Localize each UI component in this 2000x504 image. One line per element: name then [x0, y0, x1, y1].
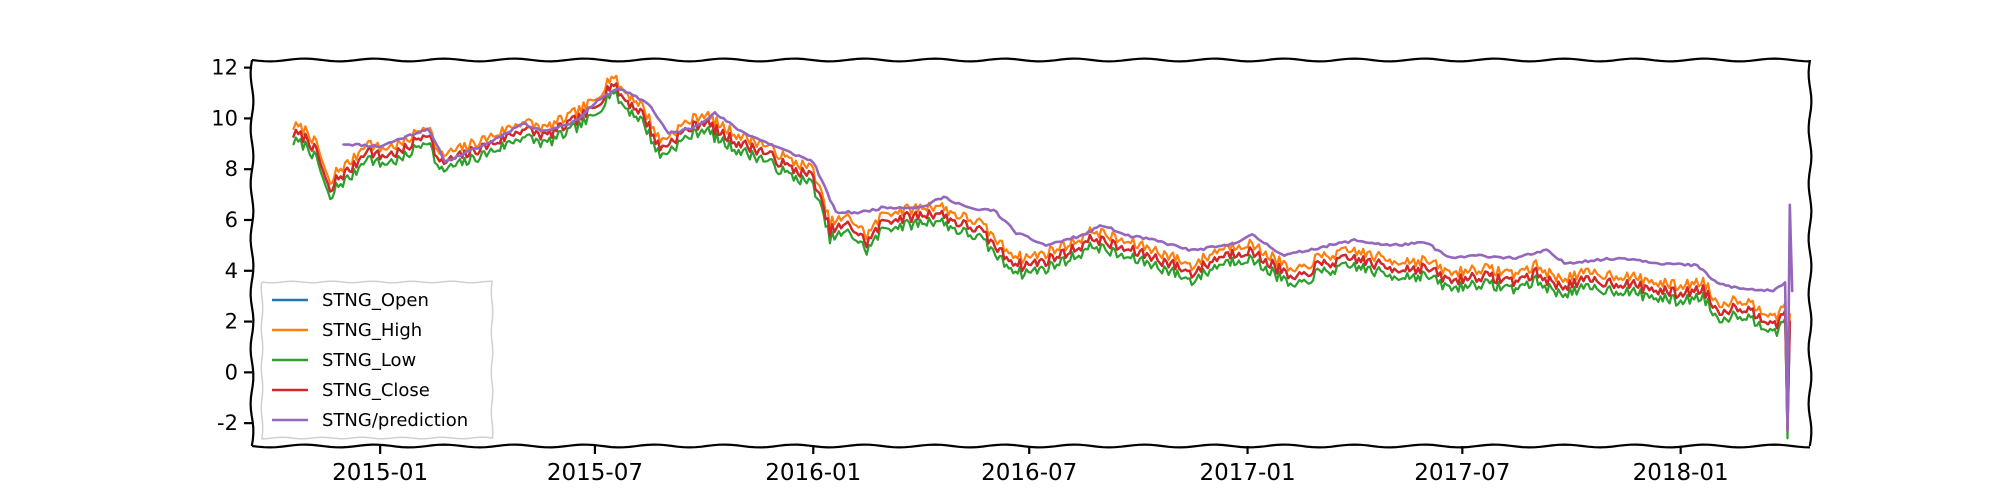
- series-line-stng-prediction: [342, 87, 1794, 432]
- x-axis: 2015-01 2015-07 2016-01 2016-07 2017-01 2017-…: [332, 446, 1729, 486]
- legend-label: STNG/prediction: [322, 410, 468, 431]
- spine-right: [1807, 59, 1813, 447]
- legend-box: [260, 280, 494, 440]
- x-tick-label: 2017-01: [1199, 460, 1295, 486]
- y-tick-label: 12: [211, 56, 238, 80]
- series-line-stng-close: [292, 82, 1791, 432]
- y-tick-label: -2: [217, 411, 238, 435]
- y-tick-label: 0: [225, 360, 238, 384]
- legend-label: STNG_Open: [322, 290, 429, 311]
- y-axis: 12 10 8 6 4 2 0 -2: [211, 56, 252, 435]
- legend: STNG_Open STNG_High STNG_Low STNG_Close STNG…: [260, 280, 494, 440]
- spine-top: [251, 57, 1811, 63]
- series-line-stng-high: [292, 74, 1791, 425]
- axes-frame: [249, 57, 1813, 449]
- legend-label: STNG_Close: [322, 380, 430, 401]
- y-tick-label: 2: [225, 310, 238, 334]
- y-tick-label: 4: [225, 259, 238, 283]
- x-tick-label: 2016-01: [765, 460, 861, 486]
- series-line-stng-low: [292, 90, 1791, 440]
- x-tick-label: 2017-07: [1414, 460, 1510, 486]
- x-tick-label: 2018-01: [1633, 460, 1729, 486]
- spine-bottom: [251, 443, 1811, 449]
- x-tick-label: 2015-07: [547, 460, 643, 486]
- series-line-stng-open: [292, 82, 1791, 432]
- x-tick-label: 2016-07: [981, 460, 1077, 486]
- y-tick-label: 6: [225, 208, 238, 232]
- legend-label: STNG_High: [322, 320, 422, 341]
- y-tick-label: 10: [211, 106, 238, 130]
- y-tick-label: 8: [225, 157, 238, 181]
- series-layer: [292, 74, 1794, 440]
- legend-label: STNG_Low: [322, 350, 416, 371]
- spine-left: [249, 59, 255, 447]
- x-tick-label: 2015-01: [332, 460, 428, 486]
